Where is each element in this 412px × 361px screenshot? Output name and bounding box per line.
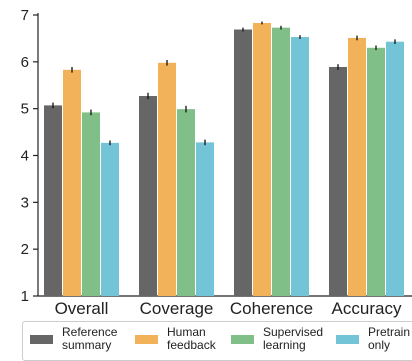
bar — [44, 105, 62, 296]
bar — [196, 142, 214, 296]
y-tick-label: 3 — [21, 194, 29, 211]
x-category-label: Coherence — [230, 299, 313, 318]
bar — [139, 96, 157, 296]
y-tick-label: 2 — [21, 241, 29, 258]
y-tick-label: 7 — [21, 7, 29, 24]
x-category-label: Overall — [55, 299, 109, 318]
y-tick-label: 4 — [21, 148, 29, 165]
legend-item: Human feedback — [135, 326, 216, 352]
legend-swatch — [135, 335, 158, 344]
bar — [234, 29, 252, 296]
legend-label: Human feedback — [167, 325, 216, 352]
y-tick-label: 5 — [21, 101, 29, 118]
bar-chart: 1 2 3 4 5 6 7 Overall Coverage Coherence Accuracy — [21, 7, 412, 318]
bar — [82, 112, 100, 296]
bar — [386, 41, 404, 296]
bar — [348, 37, 366, 296]
bar — [253, 22, 271, 296]
bar — [291, 37, 309, 297]
bar — [158, 62, 176, 296]
bar — [329, 66, 347, 296]
bar — [367, 47, 385, 297]
x-category-label: Accuracy — [332, 299, 402, 318]
legend-label: Pretrain only — [368, 325, 411, 352]
bar — [177, 109, 195, 296]
y-tick-label: 6 — [21, 54, 29, 71]
bar — [63, 69, 81, 296]
legend-item: Reference summary — [30, 326, 117, 352]
legend-swatch — [336, 335, 359, 344]
bars — [44, 22, 404, 297]
legend: Reference summary Human feedback Supervise… — [22, 321, 412, 361]
bar — [272, 27, 290, 297]
legend-swatch — [231, 335, 254, 344]
error-bars — [52, 21, 396, 146]
y-tick-label: 1 — [21, 288, 29, 305]
bar — [101, 142, 119, 296]
axis-labels: 1 2 3 4 5 6 7 Overall Coverage Coherence Accuracy — [21, 7, 402, 318]
legend-label: Supervised learning — [263, 325, 324, 352]
legend-label: Reference summary — [62, 325, 118, 352]
x-category-label: Coverage — [140, 299, 214, 318]
legend-item: Supervised learning — [231, 326, 323, 352]
legend-item: Pretrain only — [336, 326, 410, 352]
legend-swatch — [30, 335, 53, 344]
